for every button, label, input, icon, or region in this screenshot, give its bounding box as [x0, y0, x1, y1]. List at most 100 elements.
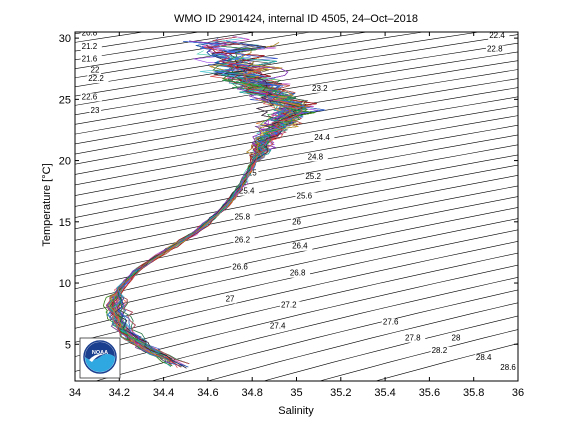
isopycnal-label: 27.8	[405, 334, 421, 343]
isopycnal-label: 26	[292, 217, 301, 226]
isopycnal-line	[75, 164, 518, 253]
isopycnal-label: 24.8	[308, 152, 324, 161]
isopycnal-label-bg	[291, 242, 313, 251]
isopycnal-label-bg	[304, 172, 326, 181]
isopycnal-label-bg	[80, 93, 102, 102]
isopycnal-line	[75, 78, 518, 155]
y-tick-label: 30	[59, 33, 71, 45]
isopycnal-label: 27.4	[270, 321, 286, 330]
profile-line	[105, 36, 303, 353]
isopycnal-label: 22.4	[489, 31, 505, 40]
profile-line	[109, 57, 294, 357]
isopycnal-label-bg	[291, 218, 303, 227]
isopycnal-label: 27.2	[281, 301, 297, 310]
isopycnal-label: 26.4	[292, 242, 308, 251]
isopycnal-label: 25.4	[239, 187, 255, 196]
isopycnal-label-bg	[224, 295, 237, 304]
isopycnal-label-bg	[87, 74, 109, 83]
isopycnal-label-bg	[279, 301, 302, 310]
isopycnal-lines	[75, 32, 518, 381]
isopycnal-line	[75, 134, 518, 218]
x-tick-label: 35.4	[374, 387, 395, 399]
isopycnal-label-bg	[80, 55, 102, 64]
y-axis-ticks: 5 10 15 20 25 30	[59, 33, 518, 351]
isopycnal-label: 25	[248, 168, 257, 177]
isopycnal-label: 21.2	[82, 42, 98, 51]
isopycnal-label: 25.8	[234, 212, 250, 221]
x-tick-label: 35.6	[419, 387, 440, 399]
isopycnal-label-bg	[233, 213, 255, 222]
isopycnal-label-bg	[306, 153, 328, 162]
isopycnal-label: 27	[226, 294, 235, 303]
profile-line	[108, 61, 301, 362]
isopycnal-line	[75, 124, 518, 207]
isopycnal-label: 25.6	[297, 192, 313, 201]
x-tick-label: 35	[290, 387, 302, 399]
isopycnal-label: 27.6	[383, 318, 399, 327]
isopycnal-line	[75, 69, 518, 145]
isopycnal-label: 21.6	[82, 54, 98, 63]
plot-area	[75, 32, 518, 381]
profile-series	[103, 35, 326, 369]
isopycnal-line	[75, 34, 518, 106]
y-tick-label: 10	[59, 278, 71, 290]
isopycnal-line	[75, 264, 518, 372]
isopycnal-label: 23	[91, 106, 100, 115]
isopycnal-label: 22.2	[88, 74, 104, 83]
isopycnal-line	[75, 144, 518, 230]
isopycnal-label-bg	[89, 106, 102, 115]
isopycnal-label-bg	[231, 263, 253, 272]
isopycnal-label: 22.6	[82, 92, 98, 101]
isopycnal-line	[94, 277, 518, 381]
isopycnal-label: 28.4	[476, 353, 492, 362]
isopycnal-label-bg	[404, 334, 426, 343]
isopycnal-label: 26.6	[232, 263, 248, 272]
isopycnal-label-bg	[499, 363, 518, 372]
isopycnal-line	[75, 175, 518, 265]
isopycnal-label: 26.8	[290, 269, 306, 278]
isopycnal-label-bg	[381, 318, 404, 327]
isopycnal-label: 22	[91, 65, 100, 74]
isopycnal-label-bg	[237, 187, 260, 196]
isopycnal-line	[75, 252, 518, 357]
isopycnal-label-bg	[313, 133, 335, 142]
isopycnal-line	[75, 154, 518, 241]
x-tick-label: 34	[69, 387, 81, 399]
isopycnal-label: 20.8	[82, 29, 98, 38]
x-tick-label: 36	[512, 387, 524, 399]
x-tick-label: 35.8	[463, 387, 484, 399]
x-tick-label: 34.8	[241, 387, 262, 399]
svg-text:NOAA: NOAA	[92, 350, 108, 356]
isopycnal-label-bg	[80, 32, 102, 38]
isopycnal-label: 28.2	[432, 346, 448, 355]
y-tick-label: 5	[65, 339, 71, 351]
y-axis-label: Temperature [°C]	[41, 163, 53, 246]
chart-title: WMO ID 2901424, internal ID 4505, 24–Oct…	[174, 13, 418, 25]
x-tick-label: 34.4	[153, 387, 174, 399]
x-tick-label: 35.2	[330, 387, 351, 399]
isopycnal-label: 28.6	[500, 363, 516, 372]
x-tick-label: 34.6	[197, 387, 218, 399]
profile-line	[116, 45, 303, 355]
isopycnal-line	[75, 32, 426, 88]
isopycnal-line	[75, 32, 482, 97]
isopycnal-label-bg	[233, 236, 255, 245]
isopycnal-label: 26.2	[234, 236, 250, 245]
x-tick-label: 34.2	[109, 387, 130, 399]
isopycnal-line	[262, 315, 518, 381]
isopycnal-label-bg	[474, 354, 497, 363]
isopycnal-label: 23.2	[312, 84, 328, 93]
isopycnal-label-bg	[268, 322, 291, 331]
isopycnal-label-bg	[288, 269, 311, 278]
isopycnal-label-bg	[80, 43, 102, 52]
isopycnal-line	[75, 241, 518, 343]
isopycnal-label: 22.8	[487, 45, 503, 54]
isopycnal-label-bg	[89, 66, 102, 75]
isopycnal-line	[150, 289, 518, 381]
y-tick-label: 20	[59, 156, 71, 168]
isopycnal-label-bg	[430, 346, 452, 355]
isopycnal-label: 28	[452, 334, 461, 343]
y-tick-label: 15	[59, 217, 71, 229]
isopycnal-line	[75, 51, 518, 125]
